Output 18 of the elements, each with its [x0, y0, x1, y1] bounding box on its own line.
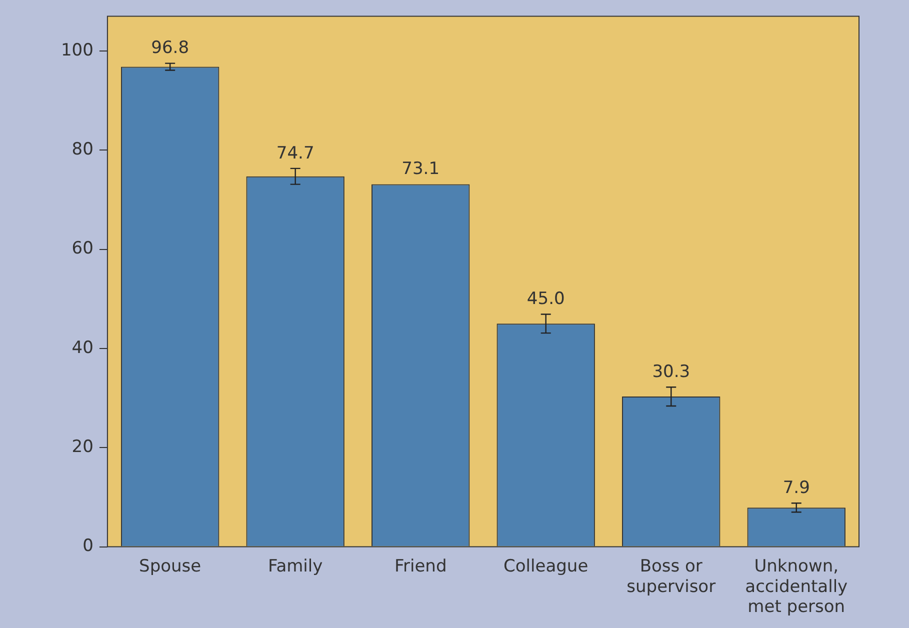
y-tick-label: 20	[72, 437, 94, 458]
data-label: 45.0	[526, 289, 565, 310]
data-label: 74.7	[276, 143, 314, 164]
y-tick-label: 80	[72, 140, 94, 160]
y-tick-label: 0	[82, 536, 94, 556]
x-tick-label: Spouse	[139, 556, 202, 576]
y-tick-label: 100	[60, 40, 94, 60]
x-tick-label: Family	[268, 556, 323, 576]
data-label: 73.1	[402, 159, 440, 180]
y-tick-label: 60	[72, 238, 94, 259]
x-tick-label: Unknown, accidentally met person	[745, 556, 848, 618]
y-tick-label: 40	[72, 338, 94, 358]
x-tick-label: Colleague	[504, 556, 588, 576]
data-label: 96.8	[151, 38, 190, 58]
x-tick-label: Friend	[394, 556, 447, 576]
x-tick-label: Boss or supervisor	[626, 556, 716, 597]
data-label: 7.9	[782, 478, 810, 498]
data-label: 30.3	[652, 362, 690, 382]
